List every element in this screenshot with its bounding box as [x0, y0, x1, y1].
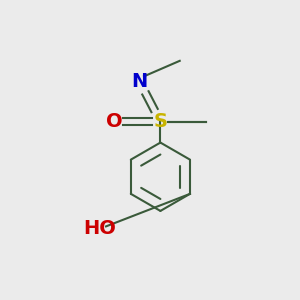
Text: S: S [153, 112, 167, 131]
Text: N: N [131, 72, 148, 91]
Text: O: O [106, 112, 123, 131]
Text: HO: HO [83, 219, 116, 238]
